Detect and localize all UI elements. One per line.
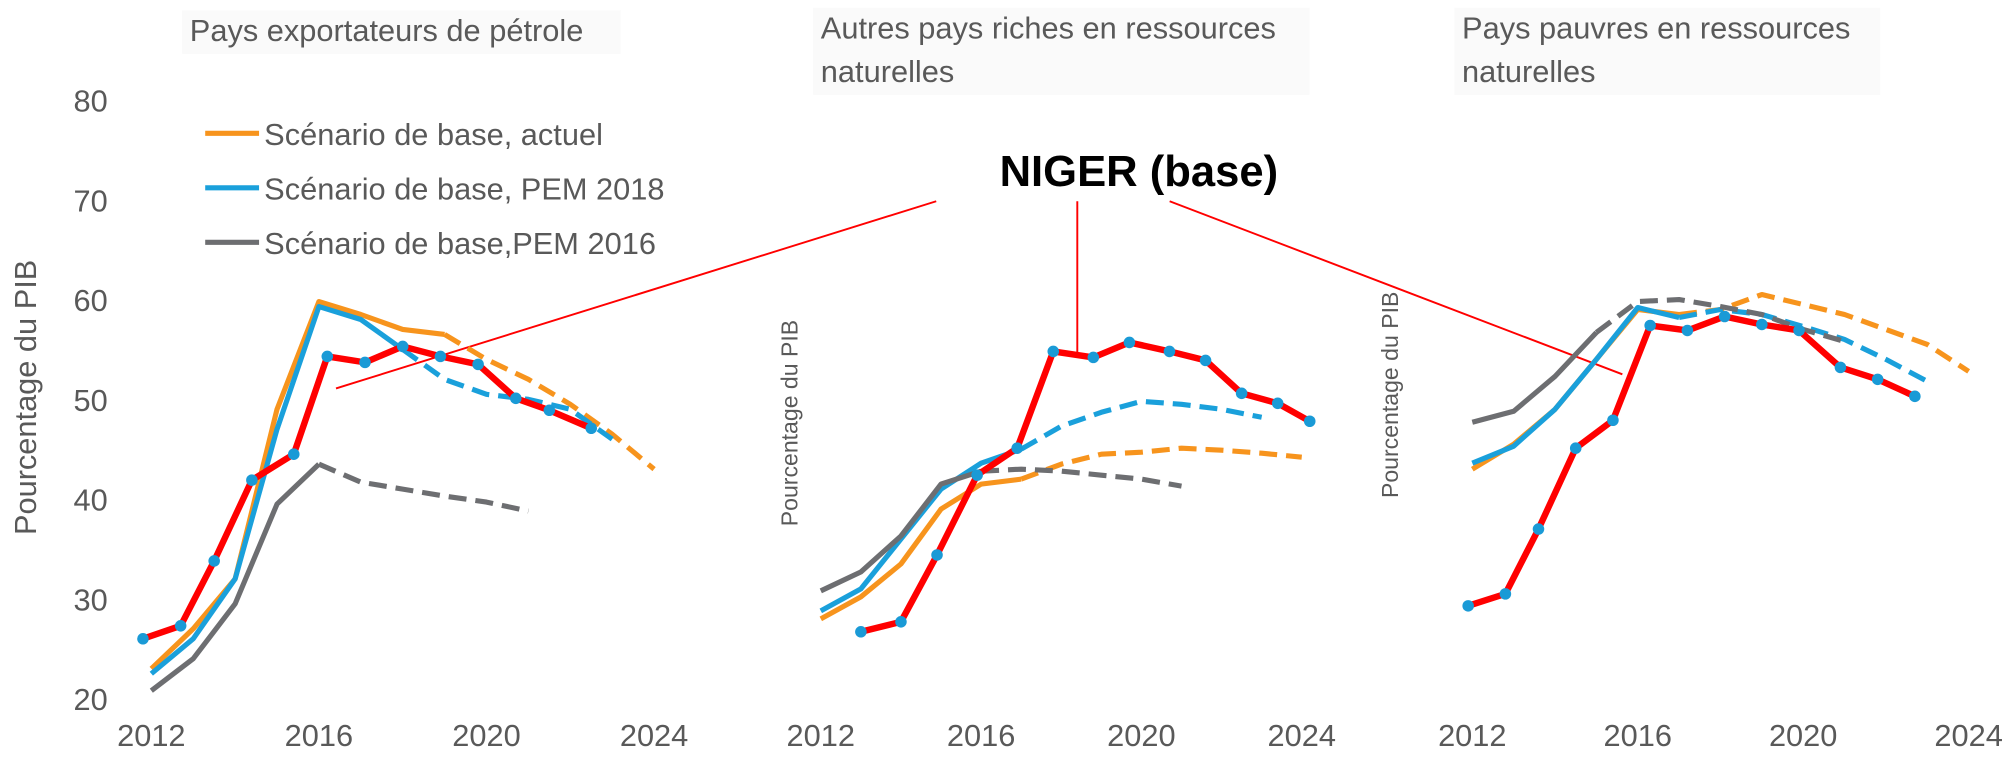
panel-title: Pays pauvres en ressources naturelles [1454,7,1881,95]
point [1011,442,1023,454]
point [1271,397,1284,410]
point [585,422,598,435]
panel: 2012 2016 2020 2024 20 30 40 50 60 70 80 Pourcentag… [8,84,688,754]
point [510,392,522,405]
point [1087,351,1100,364]
point [1303,415,1316,428]
point [1793,324,1805,337]
point [1607,414,1619,427]
y-tick-label: 60 [73,283,107,318]
y-tick-label: 40 [73,483,107,518]
series-line [1467,313,1917,609]
y-tick-label: 80 [73,84,107,119]
x-tick-label: 2012 [787,718,855,753]
point [1681,324,1694,337]
point [1644,319,1656,332]
series-line [1678,291,1971,374]
series-line [819,476,1022,622]
point [208,555,220,567]
x-tick-label: 2016 [285,718,353,753]
point [137,633,149,645]
point [472,358,484,371]
point [1718,310,1731,323]
panel: 2012 2016 2020 2024 Pourcentage du PIB [1377,292,2003,753]
series-line [401,347,614,442]
series-line [1019,398,1263,452]
y-tick-label: 70 [73,183,107,218]
point [1532,523,1545,535]
x-tick-label: 2020 [452,718,520,753]
series-line [317,461,529,514]
series-line [1020,445,1302,482]
x-tick-label: 2024 [620,718,688,753]
panel-title: Pays exportateurs de pétrole [182,10,621,54]
annotation: NIGER (base) [1000,148,1279,196]
legend-label: Scénario de base, actuel [264,117,603,152]
legend-label: Scénario de base, PEM 2018 [264,171,664,206]
point [971,469,983,481]
series-line [980,466,1182,489]
x-tick-label: 2020 [1769,718,1837,753]
point [396,340,409,353]
point [174,620,187,632]
point [895,616,907,628]
point [1199,354,1212,367]
series-line [443,332,656,472]
series-line [141,343,593,642]
series-line [860,339,1312,635]
series-line [1471,304,1680,466]
y-tick-label: 50 [73,383,107,418]
x-tick-label: 2016 [947,718,1015,753]
y-axis-label: Pourcentage du PIB [1377,292,1403,498]
point [1871,373,1884,386]
y-tick-label: 30 [73,582,107,617]
point [855,626,867,638]
pointer-line [1169,200,1623,376]
x-tick-label: 2024 [1934,718,2002,753]
point [359,356,371,369]
point [1909,390,1921,403]
point [246,474,258,486]
x-tick-label: 2020 [1107,718,1175,753]
x-tick-label: 2012 [117,718,185,753]
series-line [149,462,321,693]
point [1756,318,1768,331]
point [1569,442,1582,454]
point [288,448,300,460]
series-line [819,468,982,594]
point [321,350,334,363]
panel-title: Autres pays riches en ressources naturel… [813,7,1310,95]
point [931,549,943,561]
point [1047,345,1060,358]
point [1123,336,1136,349]
x-tick-label: 2012 [1438,718,1506,753]
x-tick-label: 2016 [1604,718,1672,753]
legend-label: Scénario de base,PEM 2016 [264,226,656,261]
y-axis-label: Pourcentage du PIB [8,260,43,535]
point [1499,588,1512,600]
point [1462,600,1474,612]
x-tick-label: 2024 [1268,718,1336,753]
y-axis-label: Pourcentage du PIB [777,320,803,526]
series-line [1471,330,1599,425]
point [1235,387,1248,400]
series-line [149,303,405,676]
y-tick-label: 20 [73,682,107,717]
point [434,350,447,363]
point [1163,345,1176,358]
series-line [149,298,445,671]
panel: 2012 2016 2020 2024 Pourcentage du PIB [777,320,1336,753]
series-line [1678,306,1929,384]
point [1834,361,1847,374]
point [543,404,556,417]
